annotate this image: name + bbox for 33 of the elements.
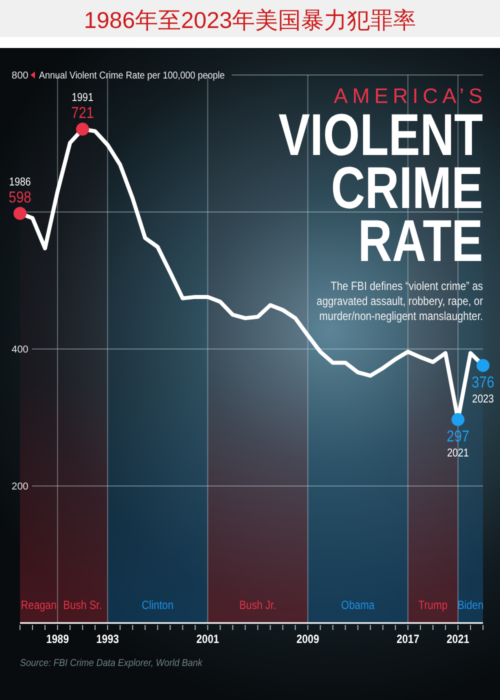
band-label: Clinton	[142, 599, 174, 612]
point	[14, 206, 26, 220]
band-label: Bush Jr.	[239, 599, 276, 612]
annotation: 1986	[9, 176, 31, 189]
annotation: The FBI defines “violent crime” as aggravated assault, robbery, rape, or murder/non-negligent manslaughter.	[316, 280, 484, 324]
data-label: 598	[8, 189, 32, 207]
band-label: Biden	[457, 599, 484, 612]
x-tick-label: 2021	[446, 633, 470, 646]
band-label: Reagan	[20, 599, 57, 612]
x-tick-label: 2017	[396, 633, 420, 646]
band-label: Trump	[418, 599, 448, 612]
source-note: Source: FBI Crime Data Explorer, World Bank	[20, 658, 204, 670]
annotation: 2021	[447, 446, 469, 460]
x-tick-label: 1993	[96, 633, 119, 646]
band-label: Bush Sr.	[63, 599, 102, 612]
y-tick-label: 200	[12, 482, 29, 492]
y-tick-label: 800	[12, 70, 29, 82]
data-label: 721	[71, 105, 94, 122]
x-tick-label: 2001	[196, 633, 220, 646]
point	[476, 358, 490, 372]
x-tick-label: 2009	[296, 633, 320, 646]
data-label: 297	[446, 428, 470, 446]
point	[451, 413, 464, 426]
y-tick-label: 400	[12, 344, 29, 356]
point	[76, 122, 90, 136]
text: AMERICA’S VIOLENT CRIME RATE	[278, 85, 487, 274]
chart-title: 1986年至2023年美国暴力犯罪率	[84, 7, 416, 33]
x-tick-label: 1989	[46, 633, 69, 646]
band-label: Obama	[341, 599, 376, 612]
data-label: 376	[472, 374, 494, 392]
annotation: 2023	[472, 392, 494, 406]
annotation: 1991	[72, 91, 94, 104]
y-axis-title: Annual Violent Crime Rate per 100,000 people	[39, 70, 225, 82]
